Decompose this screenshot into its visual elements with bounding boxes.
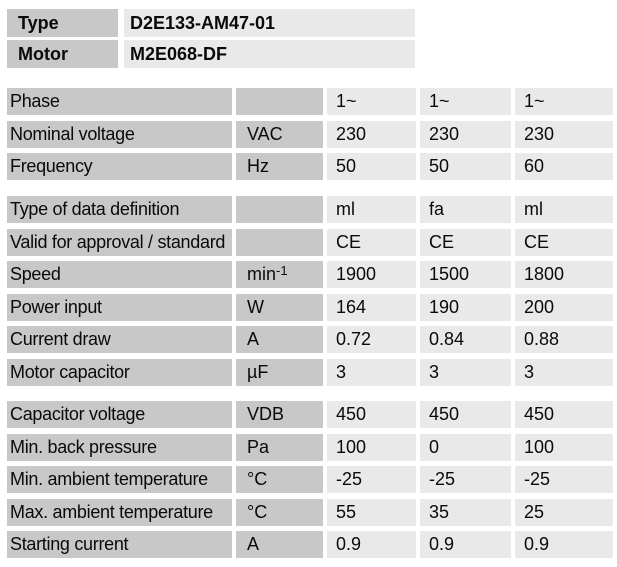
- product-type-label: Type: [7, 9, 118, 37]
- table-row-frequency: Frequency Hz 50 50 60: [7, 153, 617, 180]
- table-row-power-input: Power input W 164 190 200: [7, 293, 617, 321]
- row-value: -25: [420, 466, 511, 493]
- row-value: 1900: [327, 261, 416, 288]
- table-row-phase: Phase 1~ 1~ 1~: [7, 88, 617, 115]
- row-value: 230: [327, 120, 416, 148]
- row-value: 0.88: [515, 326, 613, 353]
- row-unit: VDB: [236, 401, 323, 428]
- row-value: 450: [420, 401, 511, 428]
- row-label: Min. back pressure: [7, 433, 232, 461]
- row-label: Frequency: [7, 153, 232, 180]
- row-value: 1~: [515, 88, 613, 115]
- row-value: 0.72: [327, 326, 416, 353]
- row-value: CE: [327, 228, 416, 256]
- row-label: Type of data definition: [7, 196, 232, 223]
- row-label: Nominal voltage: [7, 120, 232, 148]
- table-row-starting-current: Starting current A 0.9 0.9 0.9: [7, 531, 617, 558]
- row-unit: A: [236, 326, 323, 353]
- product-type-row: Type D2E133-AM47-01: [7, 9, 617, 37]
- row-value: 35: [420, 498, 511, 526]
- row-unit: Hz: [236, 153, 323, 180]
- row-unit: °C: [236, 466, 323, 493]
- row-unit: W: [236, 293, 323, 321]
- table-row-approval-standard: Valid for approval / standard CE CE CE: [7, 228, 617, 256]
- spec-section-limits: Capacitor voltage VDB 450 450 450 Min. b…: [7, 401, 617, 558]
- row-unit: [236, 88, 323, 115]
- row-value: 60: [515, 153, 613, 180]
- row-value: 50: [420, 153, 511, 180]
- row-unit: Pa: [236, 433, 323, 461]
- product-header: Type D2E133-AM47-01 Motor M2E068-DF: [7, 9, 617, 68]
- row-value: CE: [515, 228, 613, 256]
- row-value: 450: [327, 401, 416, 428]
- product-motor-row: Motor M2E068-DF: [7, 40, 617, 68]
- row-label: Starting current: [7, 531, 232, 558]
- row-value: 1500: [420, 261, 511, 288]
- row-value: 3: [420, 358, 511, 386]
- row-value: CE: [420, 228, 511, 256]
- table-row-min-back-pressure: Min. back pressure Pa 100 0 100: [7, 433, 617, 461]
- row-value: 100: [515, 433, 613, 461]
- row-unit: [236, 228, 323, 256]
- row-label: Speed: [7, 261, 232, 288]
- row-label: Power input: [7, 293, 232, 321]
- row-value: 25: [515, 498, 613, 526]
- row-value: 450: [515, 401, 613, 428]
- row-value: 230: [515, 120, 613, 148]
- row-value: fa: [420, 196, 511, 223]
- row-value: 164: [327, 293, 416, 321]
- row-value: 1~: [327, 88, 416, 115]
- row-label: Capacitor voltage: [7, 401, 232, 428]
- row-value: ml: [327, 196, 416, 223]
- product-motor-value: M2E068-DF: [124, 40, 415, 68]
- table-row-capacitor-voltage: Capacitor voltage VDB 450 450 450: [7, 401, 617, 428]
- row-value: 0.9: [515, 531, 613, 558]
- row-value: 0.84: [420, 326, 511, 353]
- row-label: Phase: [7, 88, 232, 115]
- row-value: 190: [420, 293, 511, 321]
- row-value: 0: [420, 433, 511, 461]
- table-row-speed: Speed min-1 1900 1500 1800: [7, 261, 617, 288]
- row-label: Current draw: [7, 326, 232, 353]
- row-value: 1800: [515, 261, 613, 288]
- table-row-current-draw: Current draw A 0.72 0.84 0.88: [7, 326, 617, 353]
- product-motor-label: Motor: [7, 40, 118, 68]
- row-value: ml: [515, 196, 613, 223]
- row-value: 1~: [420, 88, 511, 115]
- row-value: 0.9: [420, 531, 511, 558]
- row-value: 230: [420, 120, 511, 148]
- row-value: -25: [515, 466, 613, 493]
- table-row-max-ambient-temperature: Max. ambient temperature °C 55 35 25: [7, 498, 617, 526]
- table-row-data-definition: Type of data definition ml fa ml: [7, 196, 617, 223]
- row-value: 0.9: [327, 531, 416, 558]
- row-value: 3: [327, 358, 416, 386]
- row-value: 55: [327, 498, 416, 526]
- row-unit: µF: [236, 358, 323, 386]
- row-value: 100: [327, 433, 416, 461]
- spec-section-supply: Phase 1~ 1~ 1~ Nominal voltage VAC 230 2…: [7, 88, 617, 180]
- table-row-motor-capacitor: Motor capacitor µF 3 3 3: [7, 358, 617, 386]
- unit-text: min: [247, 264, 277, 284]
- row-unit: VAC: [236, 120, 323, 148]
- product-type-value: D2E133-AM47-01: [124, 9, 415, 37]
- table-row-nominal-voltage: Nominal voltage VAC 230 230 230: [7, 120, 617, 148]
- row-label: Min. ambient temperature: [7, 466, 232, 493]
- row-label: Motor capacitor: [7, 358, 232, 386]
- row-unit: [236, 196, 323, 223]
- row-value: 50: [327, 153, 416, 180]
- row-unit: min-1: [236, 261, 323, 288]
- row-label: Valid for approval / standard: [7, 228, 232, 256]
- spec-section-performance: Type of data definition ml fa ml Valid f…: [7, 196, 617, 386]
- table-row-min-ambient-temperature: Min. ambient temperature °C -25 -25 -25: [7, 466, 617, 493]
- row-label: Max. ambient temperature: [7, 498, 232, 526]
- row-value: 3: [515, 358, 613, 386]
- row-value: 200: [515, 293, 613, 321]
- row-value: -25: [327, 466, 416, 493]
- row-unit: °C: [236, 498, 323, 526]
- unit-superscript: -1: [276, 263, 288, 278]
- row-unit: A: [236, 531, 323, 558]
